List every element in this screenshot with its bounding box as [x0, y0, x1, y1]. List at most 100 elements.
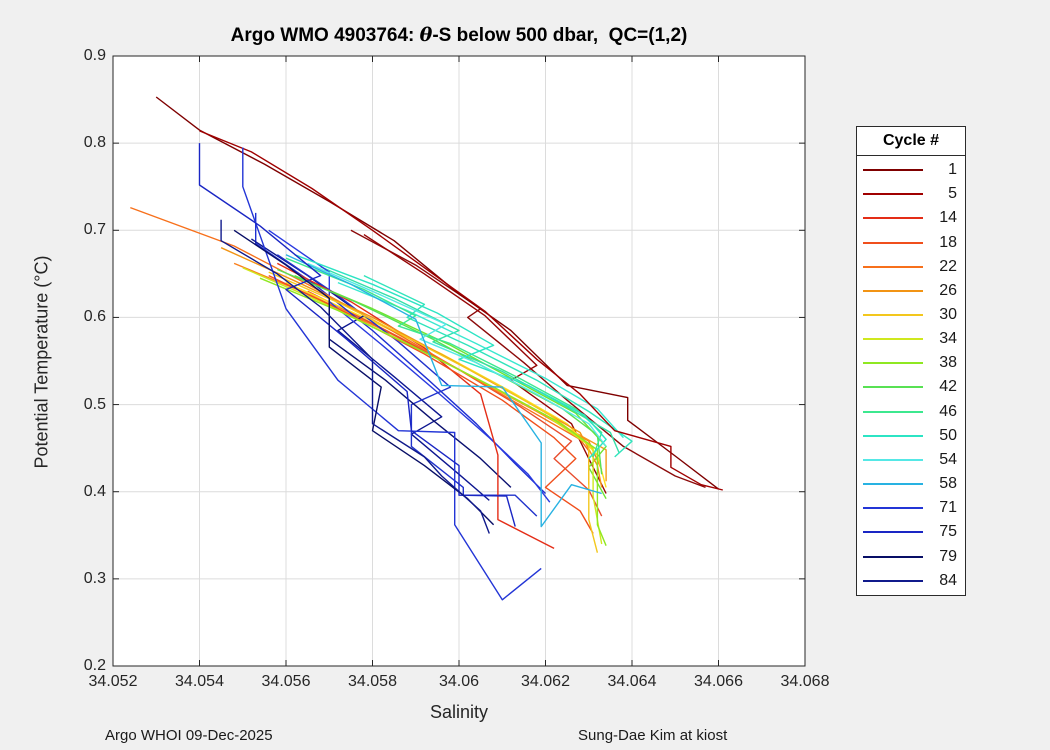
legend-entry-label: 14	[939, 209, 957, 227]
legend-entry-cycle-26: 26	[857, 280, 965, 302]
y-tick-label: 0.4	[83, 482, 106, 500]
legend-entry-cycle-42: 42	[857, 376, 965, 398]
profile-line	[350, 229, 706, 489]
legend-entry-cycle-38: 38	[857, 352, 965, 374]
x-tick-label: 34.054	[175, 673, 224, 690]
legend-entry-cycle-50: 50	[857, 425, 965, 447]
profile-line-cycle-75	[198, 143, 516, 527]
legend-entry-label: 54	[939, 450, 957, 468]
x-tick-label: 34.058	[348, 673, 397, 690]
y-tick-label: 0.3	[83, 569, 106, 587]
y-tick-label: 0.7	[83, 221, 106, 239]
x-tick-label: 34.066	[694, 673, 743, 690]
legend-entry-label: 46	[939, 402, 957, 420]
legend-entry-cycle-14: 14	[857, 207, 965, 229]
legend-entries: 1 5 14 18 22 26 30 34 38 42 46 50 54 58 71 75 79 84	[857, 156, 965, 595]
legend-entry-cycle-30: 30	[857, 304, 965, 326]
legend-entry-label: 58	[939, 475, 957, 493]
legend-entry-cycle-34: 34	[857, 328, 965, 350]
x-tick-label: 34.068	[780, 673, 830, 690]
legend-entry-cycle-18: 18	[857, 232, 965, 254]
legend-line-sample	[863, 483, 923, 486]
y-tick-label: 0.8	[83, 134, 106, 152]
x-axis-label: Salinity	[429, 702, 489, 722]
annotation-argo-whoi: Argo WHOI 09-Dec-2025	[105, 727, 273, 744]
legend-line-sample	[863, 241, 923, 244]
legend-entry-label: 5	[948, 185, 957, 203]
profile-line-cycle-79	[233, 229, 495, 526]
legend-title: Cycle #	[857, 127, 965, 156]
plot-title-suffix: -S below 500 dbar, QC=(1,2)	[432, 25, 688, 46]
y-tick-label: 0.9	[83, 47, 106, 64]
legend-line-sample	[863, 434, 923, 437]
legend-line-sample	[863, 410, 923, 413]
legend: Cycle # 1 5 14 18 22 26 30 34 38 42 46 50 54 58 71 75 79…	[856, 126, 966, 596]
legend-line-sample	[863, 338, 923, 341]
legend-entry-label: 84	[939, 571, 957, 589]
legend-entry-cycle-5: 5	[857, 183, 965, 205]
x-tick-label: 34.052	[88, 673, 138, 690]
legend-line-sample	[863, 555, 923, 558]
profile-line-cycle-54	[307, 262, 607, 447]
plot-title: Argo WMO 4903764: θ-S below 500 dbar, QC…	[113, 24, 805, 47]
legend-entry-label: 75	[939, 523, 957, 541]
legend-entry-cycle-58: 58	[857, 473, 965, 495]
legend-line-sample	[863, 169, 923, 172]
legend-entry-label: 22	[939, 257, 957, 275]
legend-entry-label: 1	[948, 161, 957, 179]
legend-line-sample	[863, 386, 923, 389]
legend-entry-label: 18	[939, 233, 957, 251]
legend-line-sample	[863, 458, 923, 461]
legend-line-sample	[863, 193, 923, 196]
legend-entry-label: 26	[939, 281, 957, 299]
legend-entry-label: 50	[939, 426, 957, 444]
legend-entry-label: 42	[939, 378, 957, 396]
legend-entry-cycle-71: 71	[857, 497, 965, 519]
profile-line	[307, 290, 603, 517]
plot-title-prefix: Argo WMO 4903764:	[230, 25, 420, 46]
legend-line-sample	[863, 289, 923, 292]
theta-symbol: θ	[419, 24, 433, 46]
profile-line-cycle-5	[199, 130, 723, 491]
x-tick-label: 34.064	[607, 673, 657, 690]
legend-line-sample	[863, 314, 923, 317]
legend-entry-label: 71	[939, 499, 957, 517]
y-tick-label: 0.2	[83, 657, 106, 674]
legend-line-sample	[863, 531, 923, 534]
legend-entry-label: 34	[939, 330, 957, 348]
annotation-author: Sung-Dae Kim at kiost	[578, 727, 728, 744]
profile-line-cycle-30	[268, 271, 599, 553]
legend-entry-label: 30	[939, 306, 957, 324]
legend-line-sample	[863, 217, 923, 220]
profile-line-cycle-14	[276, 262, 555, 550]
profile-line	[268, 229, 551, 503]
legend-entry-cycle-79: 79	[857, 546, 965, 568]
legend-line-sample	[863, 362, 923, 365]
y-tick-label: 0.5	[83, 395, 106, 413]
y-tick-label: 0.6	[83, 308, 106, 326]
legend-line-sample	[863, 579, 923, 582]
x-tick-label: 34.062	[521, 673, 570, 690]
profile-line	[294, 274, 607, 500]
profile-line-cycle-50	[294, 254, 607, 460]
profile-line-cycle-84	[220, 219, 490, 534]
legend-entry-cycle-22: 22	[857, 256, 965, 278]
profile-line-cycle-71	[242, 147, 542, 601]
legend-entry-cycle-75: 75	[857, 521, 965, 543]
y-axis-label: Potential Temperature (°C)	[31, 255, 52, 469]
profile-line-cycle-38	[259, 277, 607, 546]
profile-line-cycle-58	[285, 254, 602, 528]
profile-line	[320, 266, 620, 453]
legend-entry-cycle-84: 84	[857, 570, 965, 592]
legend-line-sample	[863, 265, 923, 268]
x-tick-label: 34.06	[438, 673, 480, 690]
x-tick-label: 34.056	[261, 673, 311, 690]
legend-entry-cycle-1: 1	[857, 159, 965, 181]
legend-entry-label: 38	[939, 354, 957, 372]
legend-line-sample	[863, 507, 923, 510]
legend-entry-cycle-54: 54	[857, 449, 965, 471]
profile-line	[363, 234, 607, 494]
legend-entry-cycle-46: 46	[857, 401, 965, 423]
